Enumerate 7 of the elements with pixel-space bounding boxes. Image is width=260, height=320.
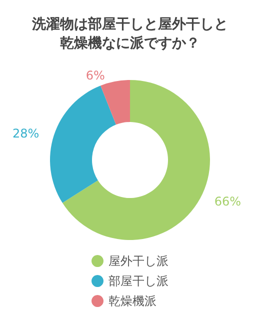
data-label: 66% <box>214 194 242 208</box>
legend-label: 乾燥機派 <box>108 294 156 308</box>
data-label: 6% <box>86 68 105 83</box>
data-label: 28% <box>12 126 40 140</box>
legend-label: 部屋干し派 <box>108 274 168 288</box>
chart-title: 洗濯物は部屋干しと屋外干しと乾燥機なに派ですか？ <box>31 16 228 52</box>
legend-label: 屋外干し派 <box>108 254 168 268</box>
